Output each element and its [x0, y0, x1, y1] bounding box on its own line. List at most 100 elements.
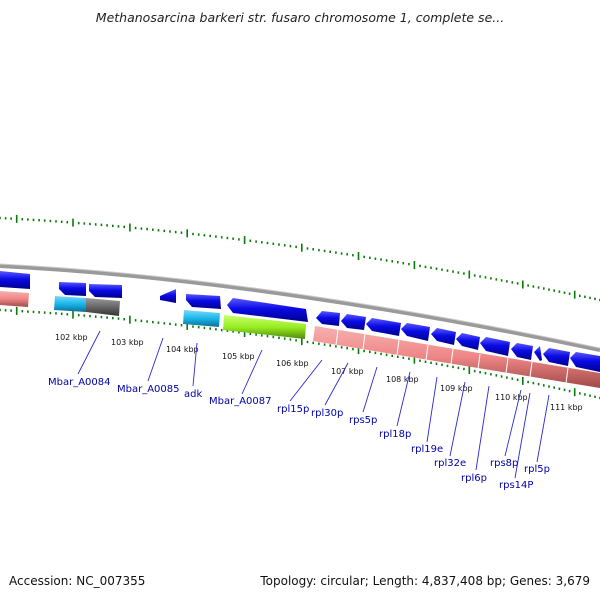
- gene-arrow[interactable]: [543, 348, 570, 366]
- minor-tick: [506, 376, 508, 379]
- minor-tick: [584, 393, 586, 396]
- gene-block[interactable]: [223, 315, 306, 339]
- minor-tick: [180, 231, 183, 234]
- minor-tick: [584, 295, 586, 298]
- gene-arrow[interactable]: [89, 284, 122, 298]
- minor-tick: [174, 230, 177, 234]
- gene-block[interactable]: [0, 291, 29, 307]
- kbp-label: 109 kbp: [440, 384, 473, 393]
- minor-tick: [66, 313, 69, 316]
- gene-label[interactable]: rpl6p: [461, 473, 487, 484]
- minor-tick: [369, 256, 371, 259]
- gene-label[interactable]: rpl18p: [379, 429, 411, 440]
- minor-tick: [266, 335, 269, 338]
- major-tick: [243, 329, 246, 337]
- minor-tick: [397, 355, 399, 358]
- major-tick: [129, 315, 131, 324]
- chromosome-backbone-highlight: [0, 263, 600, 349]
- minor-tick: [21, 218, 24, 221]
- leader-line: [396, 371, 411, 427]
- minor-tick: [457, 271, 460, 274]
- minor-tick: [430, 266, 432, 269]
- gene-block[interactable]: [54, 296, 86, 312]
- gene-arrow[interactable]: [186, 294, 221, 309]
- gene-arrow[interactable]: [160, 289, 176, 303]
- minor-tick: [452, 270, 454, 273]
- gene-arrow[interactable]: [366, 318, 401, 336]
- minor-tick: [278, 243, 280, 246]
- minor-tick: [169, 230, 171, 233]
- minor-tick: [369, 350, 371, 354]
- gene-arrow[interactable]: [431, 328, 456, 345]
- minor-tick: [511, 377, 514, 380]
- gene-label[interactable]: rpl5p: [524, 464, 550, 475]
- gene-label[interactable]: rps5p: [349, 415, 377, 426]
- minor-tick: [532, 381, 535, 385]
- gene-label[interactable]: Mbar_A0084: [48, 377, 111, 388]
- minor-tick: [506, 280, 508, 283]
- minor-tick: [340, 252, 343, 255]
- minor-tick: [484, 276, 487, 279]
- gene-divider: [335, 329, 339, 346]
- gene-label[interactable]: Mbar_A0085: [117, 384, 180, 395]
- gene-arrow[interactable]: [534, 346, 542, 361]
- gene-arrow[interactable]: [570, 352, 600, 372]
- minor-tick: [289, 244, 292, 248]
- gene-arrow[interactable]: [227, 298, 308, 322]
- minor-tick: [380, 352, 382, 356]
- gene-arrow[interactable]: [480, 337, 510, 356]
- minor-tick: [83, 314, 86, 317]
- minor-tick: [335, 345, 337, 348]
- minor-tick: [295, 339, 297, 342]
- gene-block[interactable]: [183, 310, 220, 327]
- gene-arrow[interactable]: [59, 282, 86, 296]
- gene-divider: [477, 353, 481, 370]
- gene-arrow[interactable]: [511, 343, 533, 360]
- gene-label[interactable]: adk: [184, 389, 202, 400]
- major-tick: [413, 355, 416, 364]
- gene-label[interactable]: rps8p: [490, 458, 518, 469]
- minor-tick: [220, 236, 223, 239]
- minor-tick: [4, 309, 7, 312]
- minor-tick: [516, 282, 519, 285]
- minor-tick: [27, 218, 29, 221]
- minor-tick: [226, 236, 229, 240]
- minor-tick: [261, 334, 263, 337]
- minor-tick: [89, 222, 91, 226]
- leader-line: [241, 349, 263, 395]
- minor-tick: [60, 220, 63, 223]
- gene-label[interactable]: rpl32e: [434, 458, 466, 469]
- minor-tick: [548, 288, 550, 291]
- gene-arrow[interactable]: [456, 333, 480, 350]
- minor-tick: [490, 373, 492, 376]
- gene-label[interactable]: rps14P: [499, 480, 533, 491]
- gene-arrow[interactable]: [316, 311, 340, 326]
- minor-tick: [4, 217, 7, 220]
- minor-tick: [117, 225, 120, 228]
- gene-label[interactable]: rpl30p: [311, 408, 343, 419]
- minor-tick: [10, 309, 12, 312]
- leader-line: [192, 342, 198, 387]
- minor-tick: [579, 392, 581, 395]
- gene-block[interactable]: [86, 298, 120, 316]
- reverse-strand-genes: [0, 291, 600, 388]
- minor-tick: [537, 286, 540, 289]
- gene-block[interactable]: [313, 326, 600, 388]
- minor-tick: [112, 316, 114, 320]
- kbp-label: 108 kbp: [386, 375, 419, 384]
- gene-arrow[interactable]: [341, 314, 366, 330]
- gene-arrow[interactable]: [0, 271, 30, 289]
- minor-tick: [435, 267, 438, 270]
- minor-tick: [123, 318, 125, 321]
- minor-tick: [408, 357, 410, 360]
- gene-label[interactable]: Mbar_A0087: [209, 396, 272, 407]
- gene-arrow[interactable]: [401, 323, 430, 341]
- minor-tick: [424, 265, 427, 269]
- gene-label[interactable]: rpl15p: [277, 404, 309, 415]
- minor-tick: [180, 324, 183, 327]
- minor-tick: [511, 281, 514, 284]
- gene-label[interactable]: rpl19e: [411, 444, 443, 455]
- leader-line: [514, 392, 531, 479]
- major-tick: [15, 214, 18, 223]
